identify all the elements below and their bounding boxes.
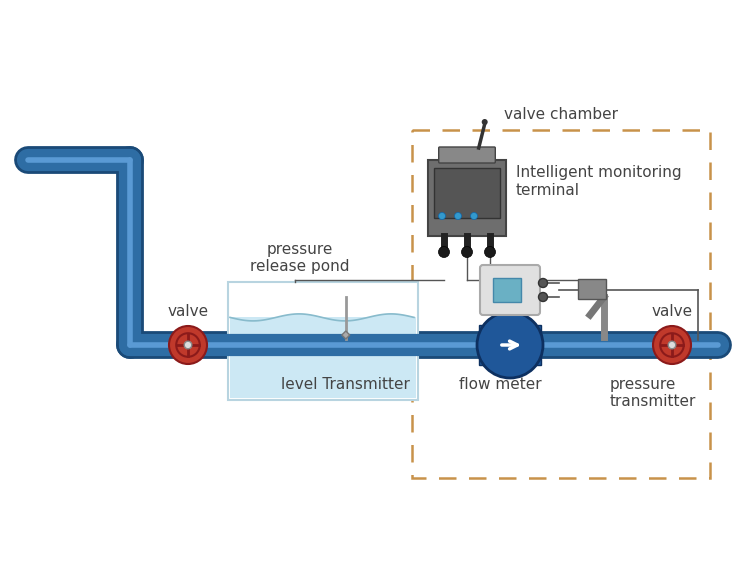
Circle shape — [477, 312, 543, 378]
Text: pressure
release pond: pressure release pond — [250, 242, 350, 274]
Bar — [412, 130, 710, 478]
Text: level Transmitter: level Transmitter — [281, 377, 410, 392]
Circle shape — [485, 247, 496, 258]
Circle shape — [539, 279, 548, 288]
Text: valve: valve — [651, 304, 693, 319]
Bar — [533, 325, 541, 365]
Text: flow meter: flow meter — [459, 377, 542, 392]
Bar — [230, 317, 416, 398]
Circle shape — [439, 212, 445, 219]
Circle shape — [471, 212, 477, 219]
Polygon shape — [342, 331, 350, 339]
Circle shape — [454, 212, 462, 219]
Bar — [479, 325, 487, 365]
Text: valve chamber: valve chamber — [504, 107, 618, 122]
Text: pressure
transmitter: pressure transmitter — [610, 377, 696, 409]
Circle shape — [439, 247, 449, 258]
Circle shape — [653, 326, 691, 364]
FancyBboxPatch shape — [480, 265, 540, 315]
Circle shape — [184, 341, 192, 349]
Bar — [578, 279, 606, 299]
Bar — [434, 168, 500, 218]
Circle shape — [482, 119, 488, 125]
Text: Intelligent monitoring
terminal: Intelligent monitoring terminal — [516, 165, 682, 198]
Bar — [493, 278, 521, 302]
FancyBboxPatch shape — [439, 147, 495, 163]
Circle shape — [169, 326, 207, 364]
Circle shape — [539, 292, 548, 301]
Text: valve: valve — [167, 304, 209, 319]
Bar — [228, 282, 418, 400]
FancyBboxPatch shape — [428, 160, 506, 236]
Circle shape — [462, 247, 473, 258]
Circle shape — [668, 341, 676, 349]
